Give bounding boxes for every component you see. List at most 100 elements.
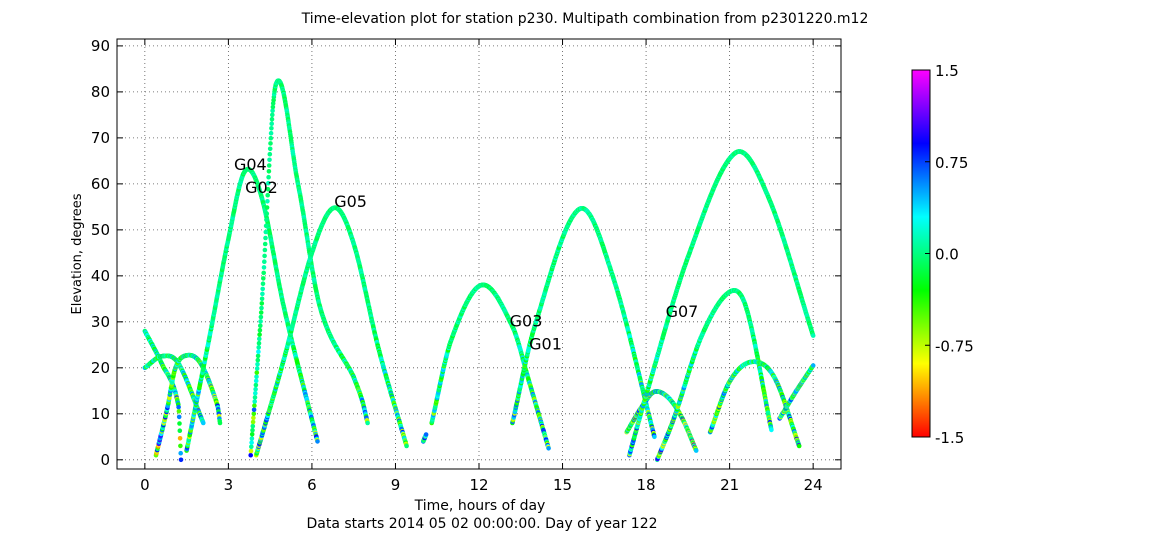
data-point <box>249 440 254 445</box>
data-point <box>263 223 269 229</box>
data-point <box>177 421 182 426</box>
data-point <box>266 169 272 174</box>
y-tick-label: 30 <box>91 313 110 331</box>
y-tick-label: 40 <box>91 267 110 285</box>
data-point <box>769 427 774 433</box>
colorbar-tick-label: -1.5 <box>935 429 964 447</box>
data-point <box>810 333 816 338</box>
y-tick-label: 10 <box>91 405 110 423</box>
data-point <box>251 411 257 417</box>
x-axis-sublabel: Data starts 2014 05 02 00:00:00. Day of … <box>306 516 657 532</box>
y-tick-label: 70 <box>91 129 110 147</box>
data-point <box>260 286 266 292</box>
data-point <box>261 276 266 281</box>
y-axis-ticks: 0 10 20 30 40 50 60 70 80 90 <box>91 37 841 469</box>
data-point <box>265 186 271 192</box>
data-point <box>259 296 265 302</box>
colorbar-tick-label: 1.5 <box>935 62 959 80</box>
y-tick-label: 50 <box>91 221 110 239</box>
x-tick-label: 21 <box>720 476 739 494</box>
data-point <box>810 363 816 368</box>
data-point <box>259 301 265 306</box>
data-point <box>251 407 257 413</box>
x-tick-label: 9 <box>391 476 401 494</box>
data-point <box>217 420 223 426</box>
y-tick-label: 60 <box>91 175 110 193</box>
satellite-label: G07 <box>666 302 699 321</box>
data-point <box>257 327 263 333</box>
data-point <box>176 404 181 410</box>
data-point <box>652 434 657 440</box>
data-point <box>255 353 261 359</box>
data-point <box>248 452 253 458</box>
data-point <box>270 112 275 118</box>
data-point <box>264 211 270 216</box>
data-point <box>315 439 320 444</box>
data-point <box>253 386 258 392</box>
data-point <box>269 126 274 131</box>
data-point <box>252 399 257 404</box>
data-point <box>249 444 254 450</box>
data-point <box>258 323 263 329</box>
data-point <box>260 291 265 297</box>
data-point <box>262 241 268 247</box>
data-point <box>404 443 409 449</box>
data-point <box>251 415 256 421</box>
satellite-label: G03 <box>510 311 543 330</box>
data-point <box>265 199 270 204</box>
data-point <box>253 391 258 396</box>
data-point <box>250 419 256 425</box>
data-point <box>263 235 268 241</box>
x-tick-label: 18 <box>637 476 656 494</box>
data-point <box>177 428 183 434</box>
data-point <box>256 345 262 350</box>
data-point <box>258 310 264 315</box>
x-tick-label: 6 <box>307 476 317 494</box>
y-tick-label: 80 <box>91 83 110 101</box>
data-point <box>248 448 254 454</box>
data-point <box>269 116 275 122</box>
data-point <box>266 163 272 168</box>
y-tick-label: 0 <box>100 451 110 469</box>
data-point <box>258 314 264 320</box>
data-point <box>256 340 262 346</box>
data-point <box>177 436 183 441</box>
x-axis-ticks: 0 3 6 9 12 15 18 21 24 <box>140 39 823 494</box>
satellite-label: G01 <box>529 334 562 353</box>
data-point <box>270 108 275 114</box>
data-point <box>268 135 274 141</box>
data-point <box>254 366 260 371</box>
data-point <box>267 157 272 163</box>
x-tick-label: 15 <box>553 476 572 494</box>
data-point <box>257 336 262 342</box>
colorbar-ticks: 1.5 0.75 0.0 -0.75 -1.5 <box>925 62 974 447</box>
data-point <box>269 121 275 126</box>
data-point <box>260 281 266 287</box>
data-point <box>267 151 273 157</box>
data-point <box>255 357 261 363</box>
data-point <box>201 420 206 426</box>
data-point <box>266 174 271 180</box>
data-point <box>267 146 273 152</box>
data-point <box>261 270 267 276</box>
y-tick-label: 20 <box>91 359 110 377</box>
data-point <box>257 332 262 337</box>
data-point <box>262 247 268 253</box>
data-point <box>252 403 257 408</box>
data-point <box>178 457 184 463</box>
data-point <box>262 259 267 265</box>
data-point <box>256 349 261 355</box>
y-tick-label: 90 <box>91 37 110 55</box>
data-point <box>176 414 182 420</box>
data-point <box>796 443 802 449</box>
data-point <box>423 432 429 437</box>
data-point <box>176 409 182 414</box>
colorbar-tick-label: 0.75 <box>935 154 968 172</box>
data-point <box>268 141 273 146</box>
data-point <box>264 217 269 222</box>
data-point <box>365 420 370 426</box>
data-point <box>178 450 183 456</box>
data-point <box>249 432 255 437</box>
colorbar-tick-label: 0.0 <box>935 246 959 264</box>
x-tick-label: 24 <box>804 476 823 494</box>
